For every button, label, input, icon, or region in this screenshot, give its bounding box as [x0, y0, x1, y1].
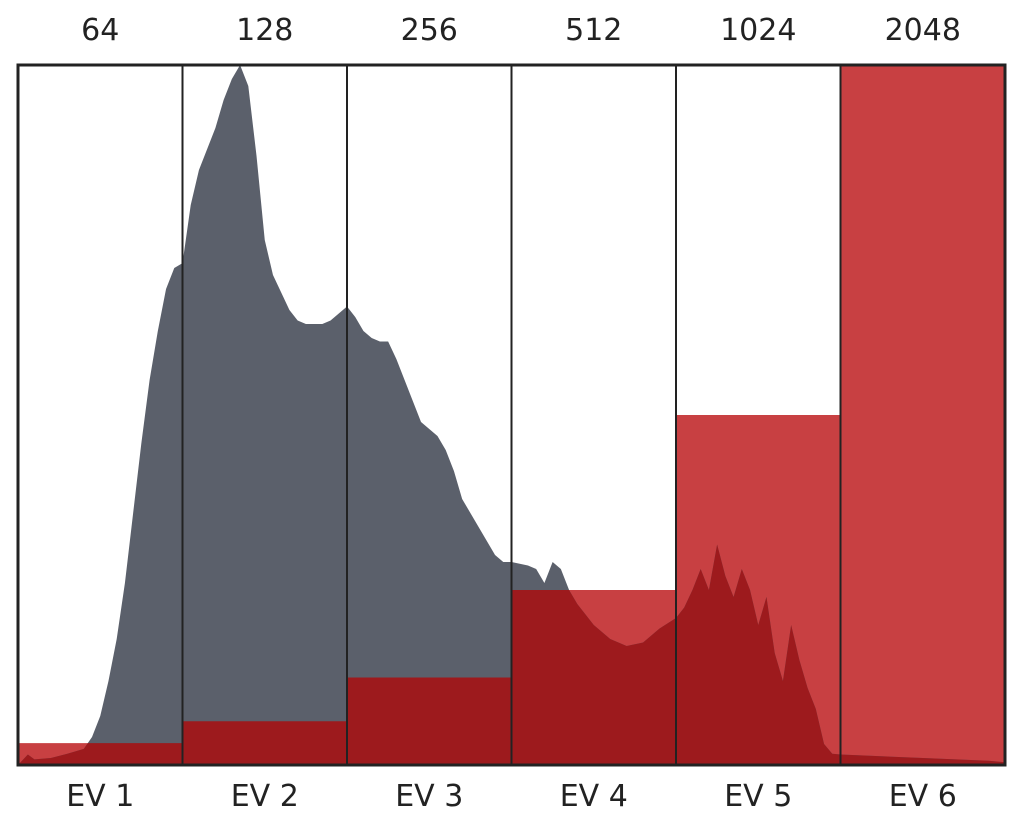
- top-label-1: 64: [81, 13, 119, 48]
- bottom-labels: EV 1 EV 2 EV 3 EV 4 EV 5 EV 6: [66, 779, 957, 814]
- ev-label-6: EV 6: [889, 779, 957, 814]
- top-label-3: 256: [401, 13, 458, 48]
- top-label-6: 2048: [885, 13, 961, 48]
- histogram-area: [18, 65, 1005, 765]
- top-label-4: 512: [565, 13, 622, 48]
- chart-frame: [16, 63, 1007, 767]
- ev-label-2: EV 2: [231, 779, 299, 814]
- ev-label-4: EV 4: [560, 779, 628, 814]
- ev-bar-6: [840, 65, 1005, 765]
- ev-label-1: EV 1: [66, 779, 134, 814]
- tonal-histogram: [18, 65, 1005, 765]
- ev-label-5: EV 5: [724, 779, 792, 814]
- top-label-5: 1024: [720, 13, 796, 48]
- column-dividers: [181, 65, 842, 765]
- ev-label-3: EV 3: [395, 779, 463, 814]
- top-label-2: 128: [236, 13, 293, 48]
- top-labels: 64 128 256 512 1024 2048: [81, 13, 961, 48]
